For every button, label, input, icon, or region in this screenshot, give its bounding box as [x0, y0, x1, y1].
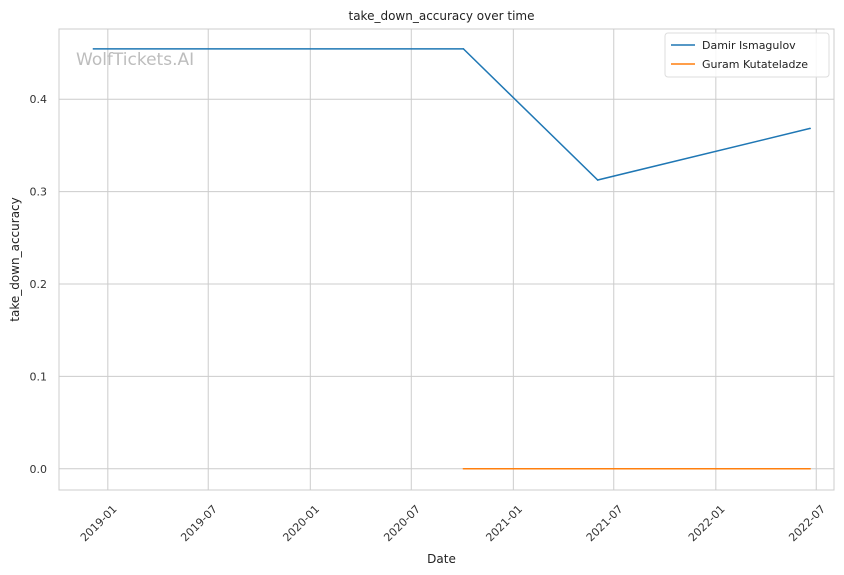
data-point — [462, 467, 465, 470]
y-tick-label: 0.4 — [30, 93, 48, 106]
y-tick-labels: 0.0 0.1 0.2 0.3 0.4 — [30, 93, 48, 476]
data-point — [92, 48, 95, 50]
data-point — [809, 467, 811, 470]
y-tick-label: 0.1 — [30, 370, 48, 383]
data-point — [809, 127, 811, 130]
series-layer — [92, 48, 811, 470]
plot-frame — [58, 28, 835, 491]
series-line-0 — [93, 48, 811, 181]
y-tick-label: 0.2 — [30, 278, 48, 291]
data-point — [596, 179, 599, 181]
y-axis-label: take_down_accuracy — [8, 197, 22, 321]
legend-label: Damir Ismagulov — [702, 39, 796, 52]
data-point — [596, 467, 599, 470]
grid — [59, 29, 834, 490]
y-tick-label: 0.0 — [30, 463, 48, 476]
legend-label: Guram Kutateladze — [702, 58, 808, 71]
legend: Damir Ismagulov Guram Kutateladze — [664, 32, 830, 78]
data-point — [462, 48, 465, 50]
x-axis-label: Date — [427, 552, 456, 566]
legend-box — [664, 32, 830, 78]
y-tick-label: 0.3 — [30, 186, 48, 199]
watermark-text: WolfTickets.AI — [76, 50, 194, 70]
chart-title: take_down_accuracy over time — [349, 9, 535, 23]
